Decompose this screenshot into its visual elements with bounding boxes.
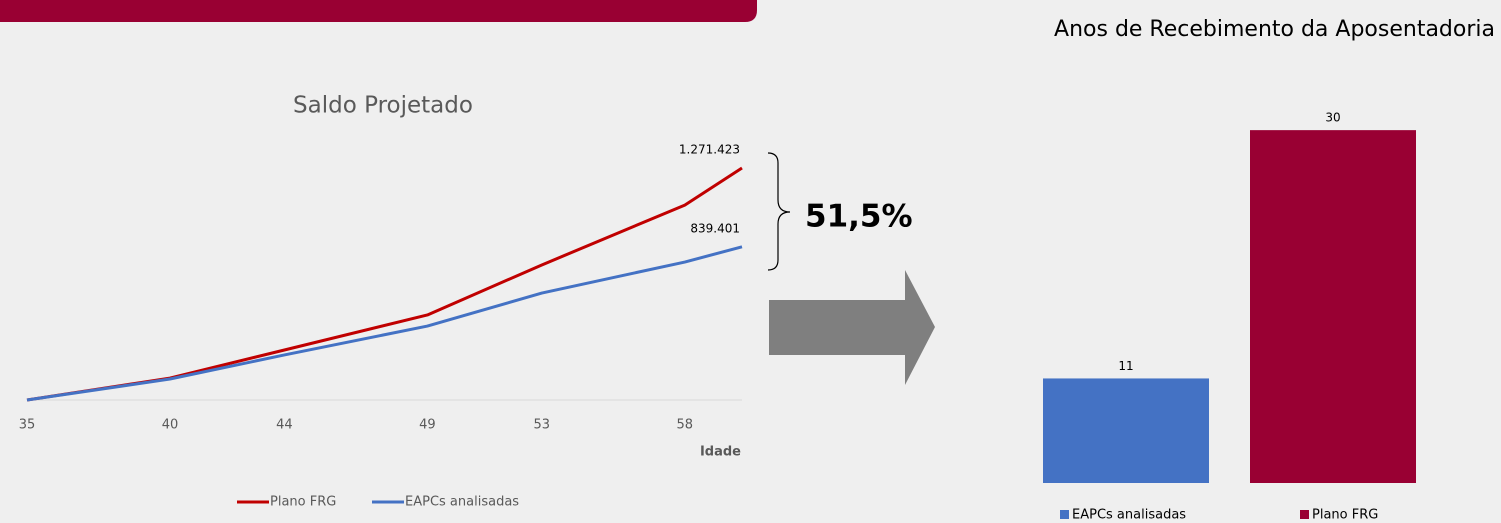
- x-tick-label: 35: [19, 418, 36, 433]
- legend-label: EAPCs analisadas: [1072, 508, 1186, 523]
- chart-title: Anos de Recebimento da Aposentadoria: [1054, 17, 1495, 42]
- x-tick-label: 58: [677, 418, 694, 433]
- legend-label: Plano FRG: [270, 495, 336, 510]
- data-label: 839.401: [690, 221, 740, 235]
- bar: [1250, 130, 1416, 483]
- x-tick-label: 53: [534, 418, 551, 433]
- data-label: 11: [1118, 359, 1133, 373]
- annotation: 51,5%: [805, 199, 913, 235]
- x-tick-label: 40: [162, 418, 179, 433]
- legend-swatch: [1300, 510, 1309, 519]
- line-series: [26, 245, 743, 402]
- brace: [767, 152, 791, 271]
- data-label: 30: [1325, 111, 1340, 125]
- data-label: 1.271.423: [679, 142, 740, 156]
- x-tick-label: 49: [419, 418, 436, 433]
- arrow: [769, 270, 935, 385]
- legend-label: Plano FRG: [1312, 508, 1378, 523]
- line-series: [26, 166, 743, 402]
- header-band: [0, 0, 757, 22]
- x-tick-label: 44: [276, 418, 293, 433]
- legend-swatch: [1060, 510, 1069, 519]
- x-axis-title: Idade: [700, 445, 741, 460]
- bar: [1043, 378, 1209, 483]
- legend-label: EAPCs analisadas: [405, 495, 519, 510]
- chart-title: Saldo Projetado: [293, 93, 473, 119]
